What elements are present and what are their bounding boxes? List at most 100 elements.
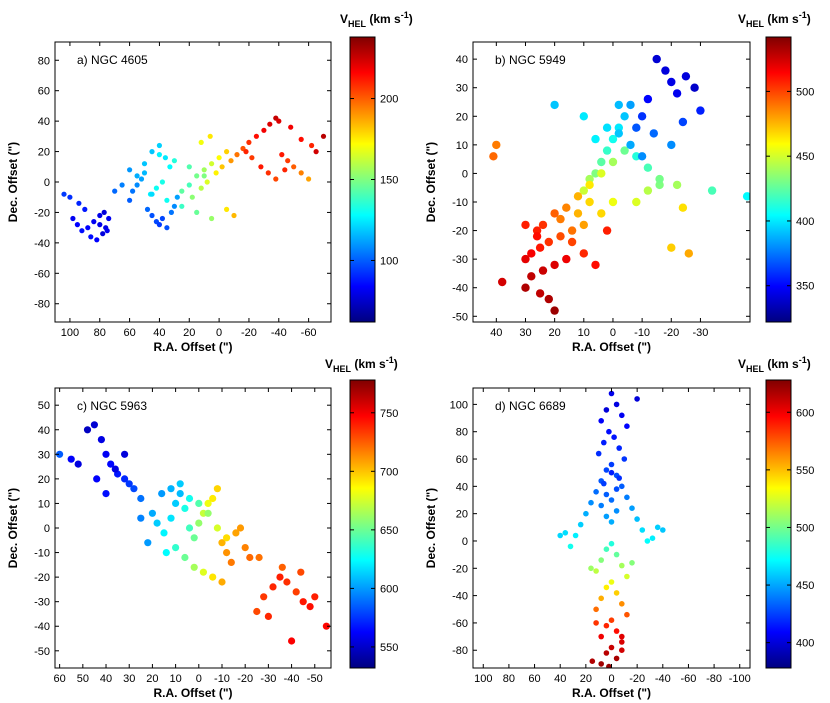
data-point (634, 396, 640, 402)
data-point (598, 418, 604, 424)
data-point (195, 499, 203, 507)
data-point (624, 611, 630, 618)
data-point (204, 179, 210, 185)
data-point (613, 551, 620, 558)
data-point (104, 228, 110, 234)
data-point (608, 519, 615, 525)
data-point (550, 100, 559, 110)
data-point (306, 176, 312, 182)
data-point (667, 140, 676, 150)
data-point (224, 206, 230, 212)
data-point (231, 212, 237, 219)
y-tick-label: -20 (34, 207, 50, 219)
data-point (198, 185, 204, 191)
data-points (61, 115, 327, 243)
data-point (273, 176, 279, 182)
colorbar-tick-label: 100 (380, 255, 398, 267)
colorbar-title: VHEL (km s-1) (738, 10, 811, 29)
panel-4: 100 80 60 40 20 0 -20 -40 -60 -80 -100 100 80 60 40 20 0… (424, 355, 814, 700)
data-point (322, 622, 330, 630)
data-point (654, 524, 661, 531)
x-tick-label: 60 (528, 673, 540, 685)
data-point (608, 644, 615, 651)
y-tick-label: 100 (450, 399, 468, 411)
x-tick-label: 40 (554, 673, 566, 685)
data-point (269, 583, 277, 591)
data-point (167, 485, 175, 493)
colorbar-title-part: (km s (366, 12, 401, 26)
data-point (601, 439, 607, 446)
data-point (216, 155, 222, 161)
data-point (190, 563, 198, 571)
y-tick-label: 30 (456, 83, 468, 95)
data-point (538, 266, 548, 275)
colorbar-title-part: (km s (764, 357, 799, 371)
data-point (498, 277, 507, 287)
data-point (100, 231, 106, 237)
data-point (213, 170, 219, 176)
data-point (137, 494, 145, 503)
y-tick-label: 20 (456, 111, 468, 123)
colorbar-title: VHEL (km s-1) (738, 355, 811, 374)
data-point (56, 450, 64, 458)
data-point (79, 228, 85, 234)
y-tick-label: 20 (38, 474, 50, 486)
x-axis-label: R.A. Offset (") (572, 340, 651, 354)
y-tick-label: -50 (452, 311, 468, 323)
data-point (204, 499, 212, 507)
data-point (603, 650, 610, 656)
data-point (611, 434, 617, 441)
data-point (186, 164, 192, 170)
x-tick-label: 10 (169, 673, 181, 685)
data-point (234, 152, 240, 158)
data-point (593, 620, 599, 626)
data-point (137, 514, 145, 522)
data-point (134, 182, 140, 188)
data-point (127, 197, 133, 203)
data-point (285, 158, 291, 164)
data-points (489, 54, 750, 315)
data-point (652, 54, 661, 64)
panel-2: 40 30 20 10 0 -10 -20 -30 40 30 20 10 0 -10 -20 -30 -40 -… (424, 10, 814, 354)
data-point (597, 169, 606, 178)
data-point (643, 94, 653, 104)
data-point (595, 450, 602, 457)
colorbar-tick-label: 600 (796, 407, 814, 419)
data-point (246, 139, 252, 145)
data-point (130, 485, 138, 493)
y-tick-label: -60 (452, 618, 468, 630)
colorbar-title-part: ) (807, 357, 811, 371)
data-point (148, 509, 156, 517)
data-point (97, 212, 103, 219)
x-tick-label: 60 (123, 327, 135, 339)
data-point (265, 170, 271, 176)
data-point (160, 529, 168, 537)
data-point (567, 543, 574, 550)
data-point (288, 637, 296, 645)
x-tick-label: 80 (503, 673, 515, 685)
x-tick-label: -30 (260, 673, 276, 685)
data-point (598, 595, 604, 602)
colorbar-title: VHEL (km s-1) (340, 10, 413, 29)
data-point (164, 225, 170, 231)
data-point (156, 152, 162, 158)
data-point (593, 606, 599, 613)
data-point (101, 209, 107, 215)
data-point (626, 100, 635, 110)
data-point (707, 186, 717, 195)
data-point (624, 573, 630, 580)
data-point (298, 136, 304, 142)
data-point (176, 490, 184, 498)
data-point (567, 237, 577, 247)
data-point (111, 465, 119, 473)
data-point (194, 173, 200, 179)
x-tick-label: -20 (629, 673, 645, 685)
data-point (172, 499, 180, 507)
colorbar-title-part: -1 (799, 355, 807, 365)
data-point (619, 633, 625, 640)
data-point (190, 534, 198, 542)
data-point (299, 598, 307, 606)
data-point (527, 249, 536, 258)
data-point (83, 426, 92, 434)
data-point (601, 480, 607, 487)
